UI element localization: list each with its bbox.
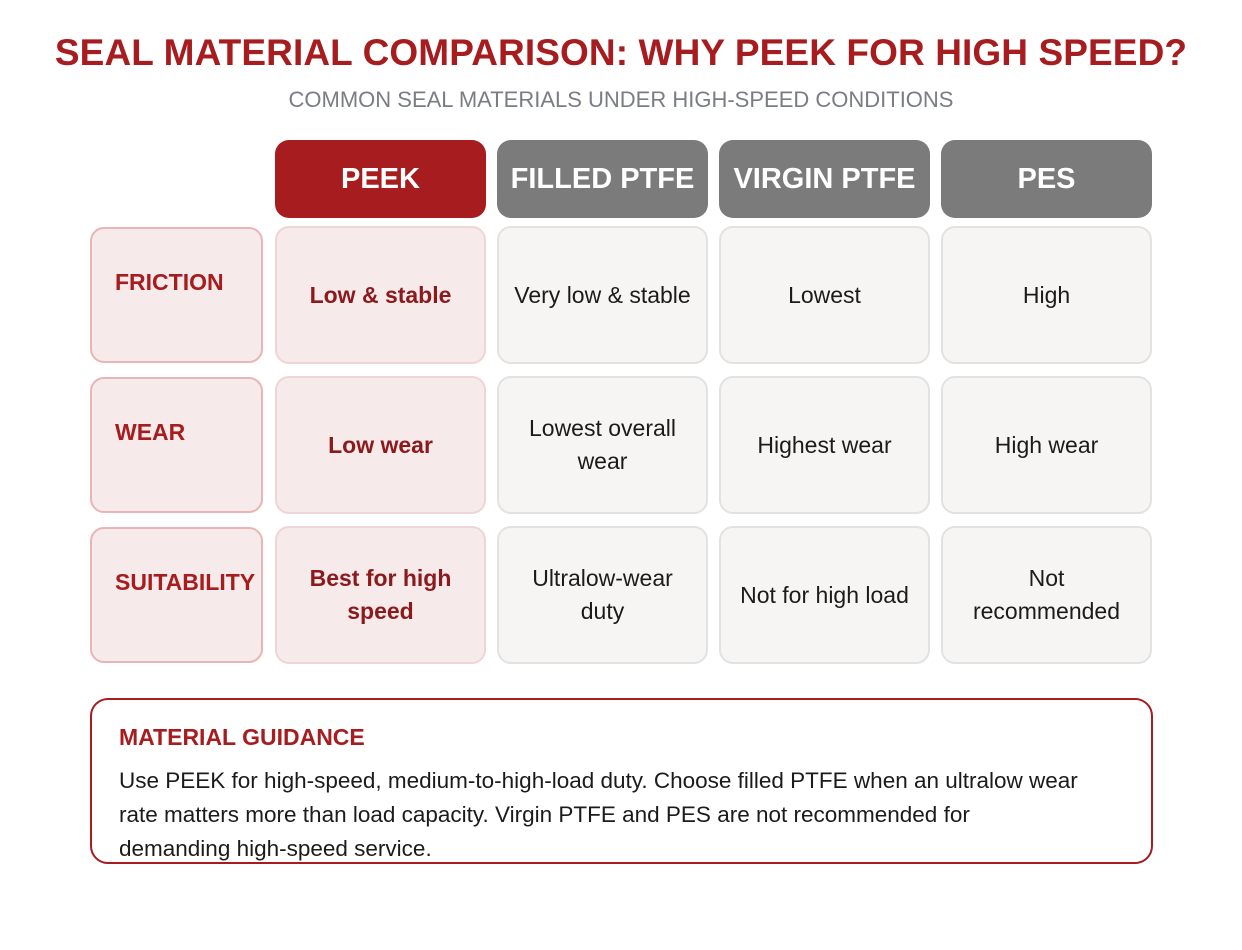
cell-pes-suitability: Not recommended — [941, 526, 1152, 664]
cell-virgin-ptfe-friction: Lowest — [719, 226, 930, 364]
column-header-peek: PEEK — [275, 140, 486, 218]
cell-pes-wear: High wear — [941, 376, 1152, 514]
cell-peek-wear: Low wear — [275, 376, 486, 514]
row-label-wear: WEAR — [90, 377, 263, 513]
cell-pes-friction: High — [941, 226, 1152, 364]
column-header-virgin-ptfe: VIRGIN PTFE — [719, 140, 930, 218]
cell-virgin-ptfe-suitability: Not for high load — [719, 526, 930, 664]
column-header-pes: PES — [941, 140, 1152, 218]
guidance-body: Use PEEK for high-speed, medium-to-high-… — [119, 768, 1078, 861]
guidance-title: MATERIAL GUIDANCE — [119, 724, 365, 750]
cell-peek-friction: Low & stable — [275, 226, 486, 364]
page-subtitle: COMMON SEAL MATERIALS UNDER HIGH-SPEED C… — [288, 87, 954, 112]
cell-peek-suitability: Best for high speed — [275, 526, 486, 664]
row-label-friction: FRICTION — [90, 227, 263, 363]
column-header-filled-ptfe: FILLED PTFE — [497, 140, 708, 218]
cell-filled-ptfe-suitability: Ultralow-wear duty — [497, 526, 708, 664]
row-label-suitability: SUITABILITY — [90, 527, 263, 663]
page-title: SEAL MATERIAL COMPARISON: WHY PEEK FOR H… — [54, 32, 1188, 73]
cell-virgin-ptfe-wear: Highest wear — [719, 376, 930, 514]
material-guidance-box: MATERIAL GUIDANCE Use PEEK for high-spee… — [90, 698, 1153, 864]
cell-filled-ptfe-wear: Lowest overall wear — [497, 376, 708, 514]
cell-filled-ptfe-friction: Very low & stable — [497, 226, 708, 364]
